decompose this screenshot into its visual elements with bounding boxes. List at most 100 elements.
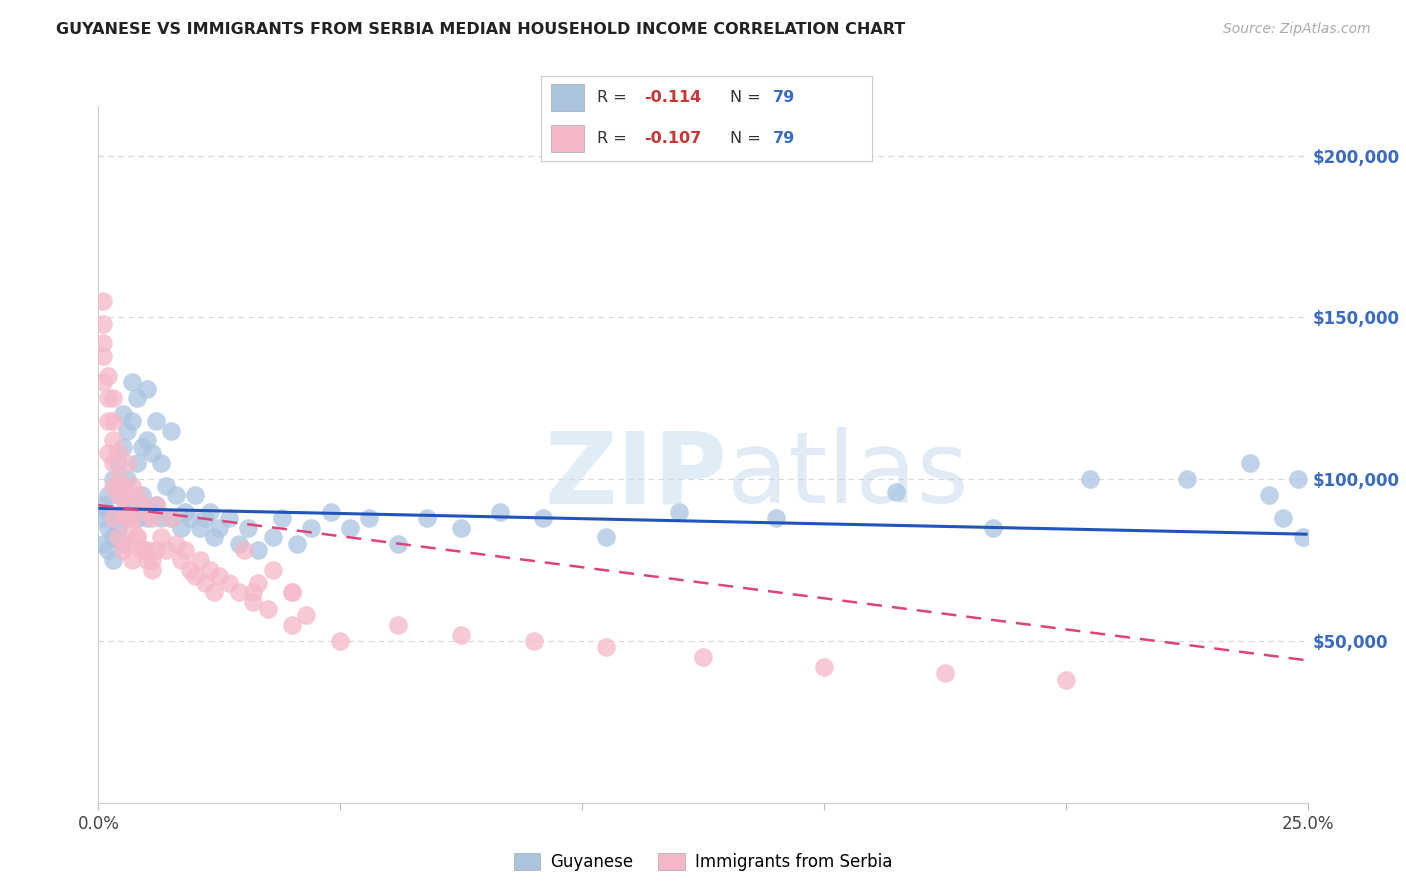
Point	[489, 504, 512, 518]
Point	[121, 511, 143, 525]
Point	[127, 511, 149, 525]
Point	[101, 531, 124, 545]
Point	[101, 478, 124, 492]
Point	[135, 553, 157, 567]
Point	[242, 585, 264, 599]
Point	[97, 488, 120, 502]
Point	[107, 488, 129, 502]
Point	[208, 521, 231, 535]
Point	[111, 478, 134, 492]
Point	[232, 543, 254, 558]
Point	[121, 478, 143, 492]
Point	[131, 543, 153, 558]
Point	[111, 504, 134, 518]
Point	[91, 498, 114, 512]
Point	[165, 537, 187, 551]
Point	[218, 575, 240, 590]
Point	[188, 553, 211, 567]
Point	[1078, 472, 1101, 486]
Text: N =: N =	[730, 131, 765, 146]
Point	[256, 601, 278, 615]
Point	[387, 537, 409, 551]
Point	[107, 488, 129, 502]
Point	[91, 294, 114, 309]
Point	[135, 434, 157, 448]
Point	[194, 511, 217, 525]
Text: atlas: atlas	[727, 427, 969, 524]
Point	[97, 368, 120, 383]
Point	[184, 488, 207, 502]
Point	[1257, 488, 1279, 502]
Point	[160, 424, 183, 438]
Point	[101, 456, 124, 470]
Point	[150, 531, 173, 545]
Point	[141, 553, 163, 567]
Point	[127, 531, 149, 545]
Point	[150, 511, 173, 525]
Point	[262, 563, 284, 577]
Point	[117, 456, 139, 470]
Point	[692, 650, 714, 665]
Point	[1054, 673, 1077, 687]
Point	[886, 485, 908, 500]
Point	[141, 563, 163, 577]
Point	[91, 349, 114, 363]
Point	[91, 511, 114, 525]
Point	[531, 511, 554, 525]
Point	[281, 617, 304, 632]
Point	[111, 488, 134, 502]
Point	[160, 511, 183, 525]
Point	[107, 521, 129, 535]
Point	[150, 456, 173, 470]
Point	[174, 504, 197, 518]
Point	[121, 553, 143, 567]
Point	[107, 456, 129, 470]
Point	[117, 511, 139, 525]
Point	[242, 595, 264, 609]
Legend: Guyanese, Immigrants from Serbia: Guyanese, Immigrants from Serbia	[508, 847, 898, 878]
Point	[387, 617, 409, 632]
Point	[813, 660, 835, 674]
Point	[1175, 472, 1198, 486]
Point	[359, 511, 381, 525]
Point	[101, 511, 124, 525]
Point	[198, 563, 221, 577]
Point	[131, 488, 153, 502]
Point	[117, 511, 139, 525]
Point	[101, 414, 124, 428]
Point	[117, 472, 139, 486]
Point	[1292, 531, 1315, 545]
Point	[204, 585, 226, 599]
Point	[111, 543, 134, 558]
Point	[111, 504, 134, 518]
Point	[101, 553, 124, 567]
Point	[131, 543, 153, 558]
Point	[281, 585, 304, 599]
Point	[228, 537, 250, 551]
Point	[107, 531, 129, 545]
Text: -0.114: -0.114	[644, 90, 702, 105]
Point	[450, 627, 472, 641]
Text: -0.107: -0.107	[644, 131, 702, 146]
Point	[97, 521, 120, 535]
Point	[165, 488, 187, 502]
Point	[281, 585, 304, 599]
Point	[238, 521, 260, 535]
Point	[97, 504, 120, 518]
Point	[247, 543, 270, 558]
Point	[329, 634, 352, 648]
Point	[194, 575, 217, 590]
Point	[135, 543, 157, 558]
FancyBboxPatch shape	[551, 85, 585, 112]
Point	[208, 569, 231, 583]
Point	[97, 414, 120, 428]
Point	[295, 608, 318, 623]
Point	[107, 446, 129, 460]
Point	[1286, 472, 1309, 486]
Point	[111, 537, 134, 551]
Point	[135, 504, 157, 518]
Point	[101, 472, 124, 486]
Point	[271, 511, 294, 525]
FancyBboxPatch shape	[551, 125, 585, 152]
Point	[145, 498, 167, 512]
